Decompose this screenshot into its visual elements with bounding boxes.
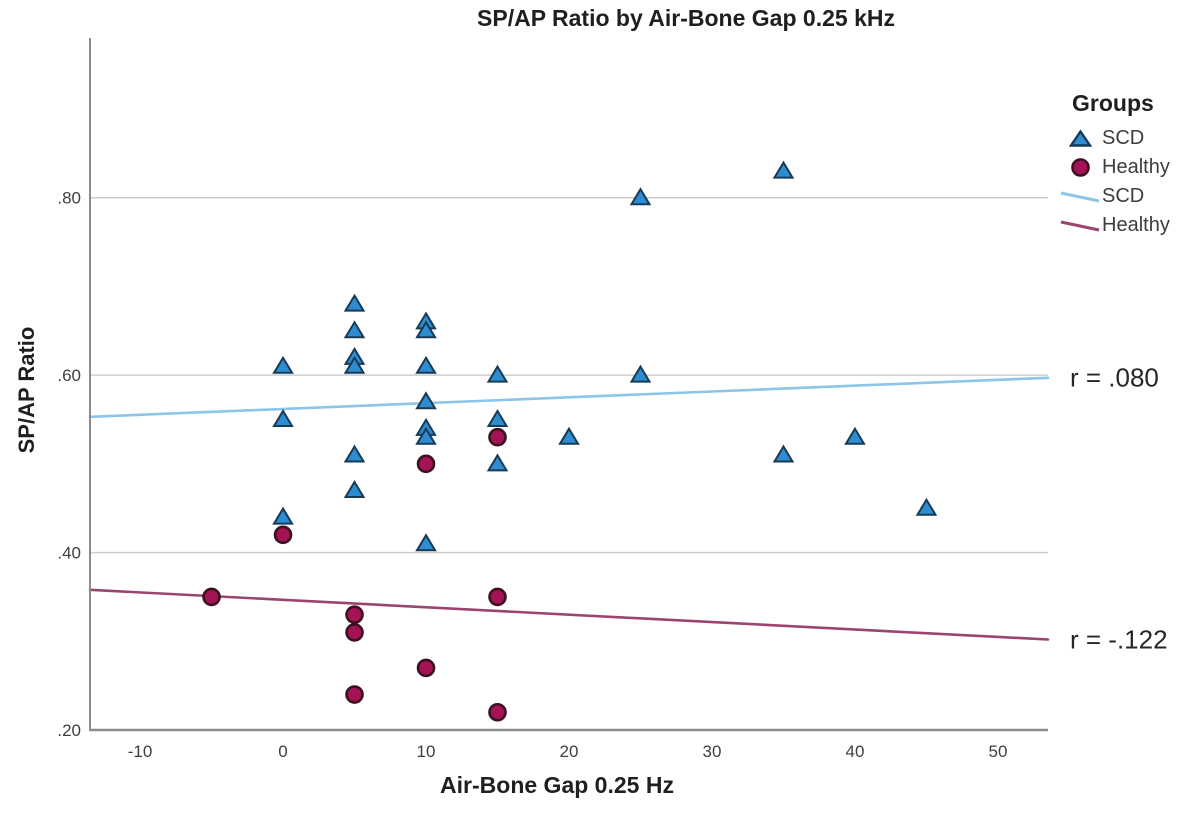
- healthy-point: [345, 623, 364, 642]
- scd-point: [558, 426, 580, 445]
- x-tick-label: 10: [417, 742, 436, 761]
- healthy-point: [345, 605, 364, 624]
- scd-point: [272, 409, 294, 427]
- x-tick-label: 0: [278, 742, 287, 761]
- scd-point: [772, 444, 795, 463]
- legend-label: Healthy: [1102, 214, 1170, 236]
- x-tick-label: 30: [703, 742, 722, 761]
- healthy-point: [202, 587, 221, 607]
- chart-title: SP/AP Ratio by Air-Bone Gap 0.25 kHz: [477, 5, 895, 31]
- healthy-point: [345, 685, 364, 704]
- scd-point: [343, 355, 366, 374]
- y-tick-label: .40: [57, 544, 81, 563]
- scd-point: [272, 506, 294, 525]
- scd-r-value-label: r = .080: [1070, 362, 1159, 393]
- x-tick-label: -10: [128, 742, 153, 761]
- scd-point: [343, 444, 366, 463]
- x-tick-label: 50: [988, 742, 1007, 761]
- scd-point: [343, 320, 366, 339]
- scd-point: [272, 355, 294, 374]
- scd-fitline-icon: [1058, 189, 1102, 205]
- scd-point: [415, 426, 437, 445]
- scd-point: [629, 364, 652, 383]
- scd-point: [486, 453, 509, 472]
- legend-label: SCD: [1102, 185, 1145, 207]
- legend-item-scd-marker: SCD: [1058, 124, 1200, 153]
- legend-label: Healthy: [1102, 156, 1170, 178]
- healthy-point: [416, 454, 436, 474]
- scd-triangle-icon: [1058, 129, 1102, 148]
- legend-title: Groups: [1072, 90, 1154, 116]
- x-tick-label: 40: [846, 742, 865, 761]
- legend-label: SCD: [1102, 127, 1145, 149]
- y-tick-label: .60: [57, 366, 81, 385]
- x-axis-label: Air-Bone Gap 0.25 Hz: [440, 772, 674, 798]
- healthy-point: [488, 427, 507, 447]
- scd-fit-line: [88, 376, 1050, 419]
- scd-point: [486, 409, 509, 427]
- scd-point: [343, 480, 366, 498]
- healthy-circle-icon: [1058, 157, 1102, 178]
- legend-item-scd-line: SCD: [1058, 182, 1200, 211]
- scd-point: [629, 187, 652, 206]
- legend: Groups SCD Healthy SCD Healthy: [1058, 90, 1200, 240]
- legend-item-healthy-marker: Healthy: [1058, 153, 1200, 182]
- healthy-fit-line: [88, 588, 1050, 641]
- y-tick-label: .80: [57, 189, 81, 208]
- scd-point: [915, 497, 938, 516]
- scd-point: [844, 426, 866, 445]
- healthy-point: [273, 525, 293, 545]
- legend-item-healthy-line: Healthy: [1058, 211, 1200, 240]
- y-tick-label: .20: [57, 721, 81, 740]
- scd-point: [486, 364, 509, 383]
- healthy-point: [416, 658, 436, 678]
- healthy-r-value-label: r = -.122: [1070, 624, 1168, 654]
- healthy-fitline-icon: [1058, 218, 1102, 234]
- x-tick-label: 20: [560, 742, 579, 761]
- scd-point: [415, 533, 437, 552]
- scd-point: [772, 160, 795, 179]
- scd-point: [415, 391, 437, 410]
- scd-point: [343, 293, 366, 312]
- healthy-point: [488, 587, 507, 607]
- scd-point: [415, 320, 437, 339]
- healthy-point: [488, 702, 507, 722]
- scd-point: [415, 355, 437, 374]
